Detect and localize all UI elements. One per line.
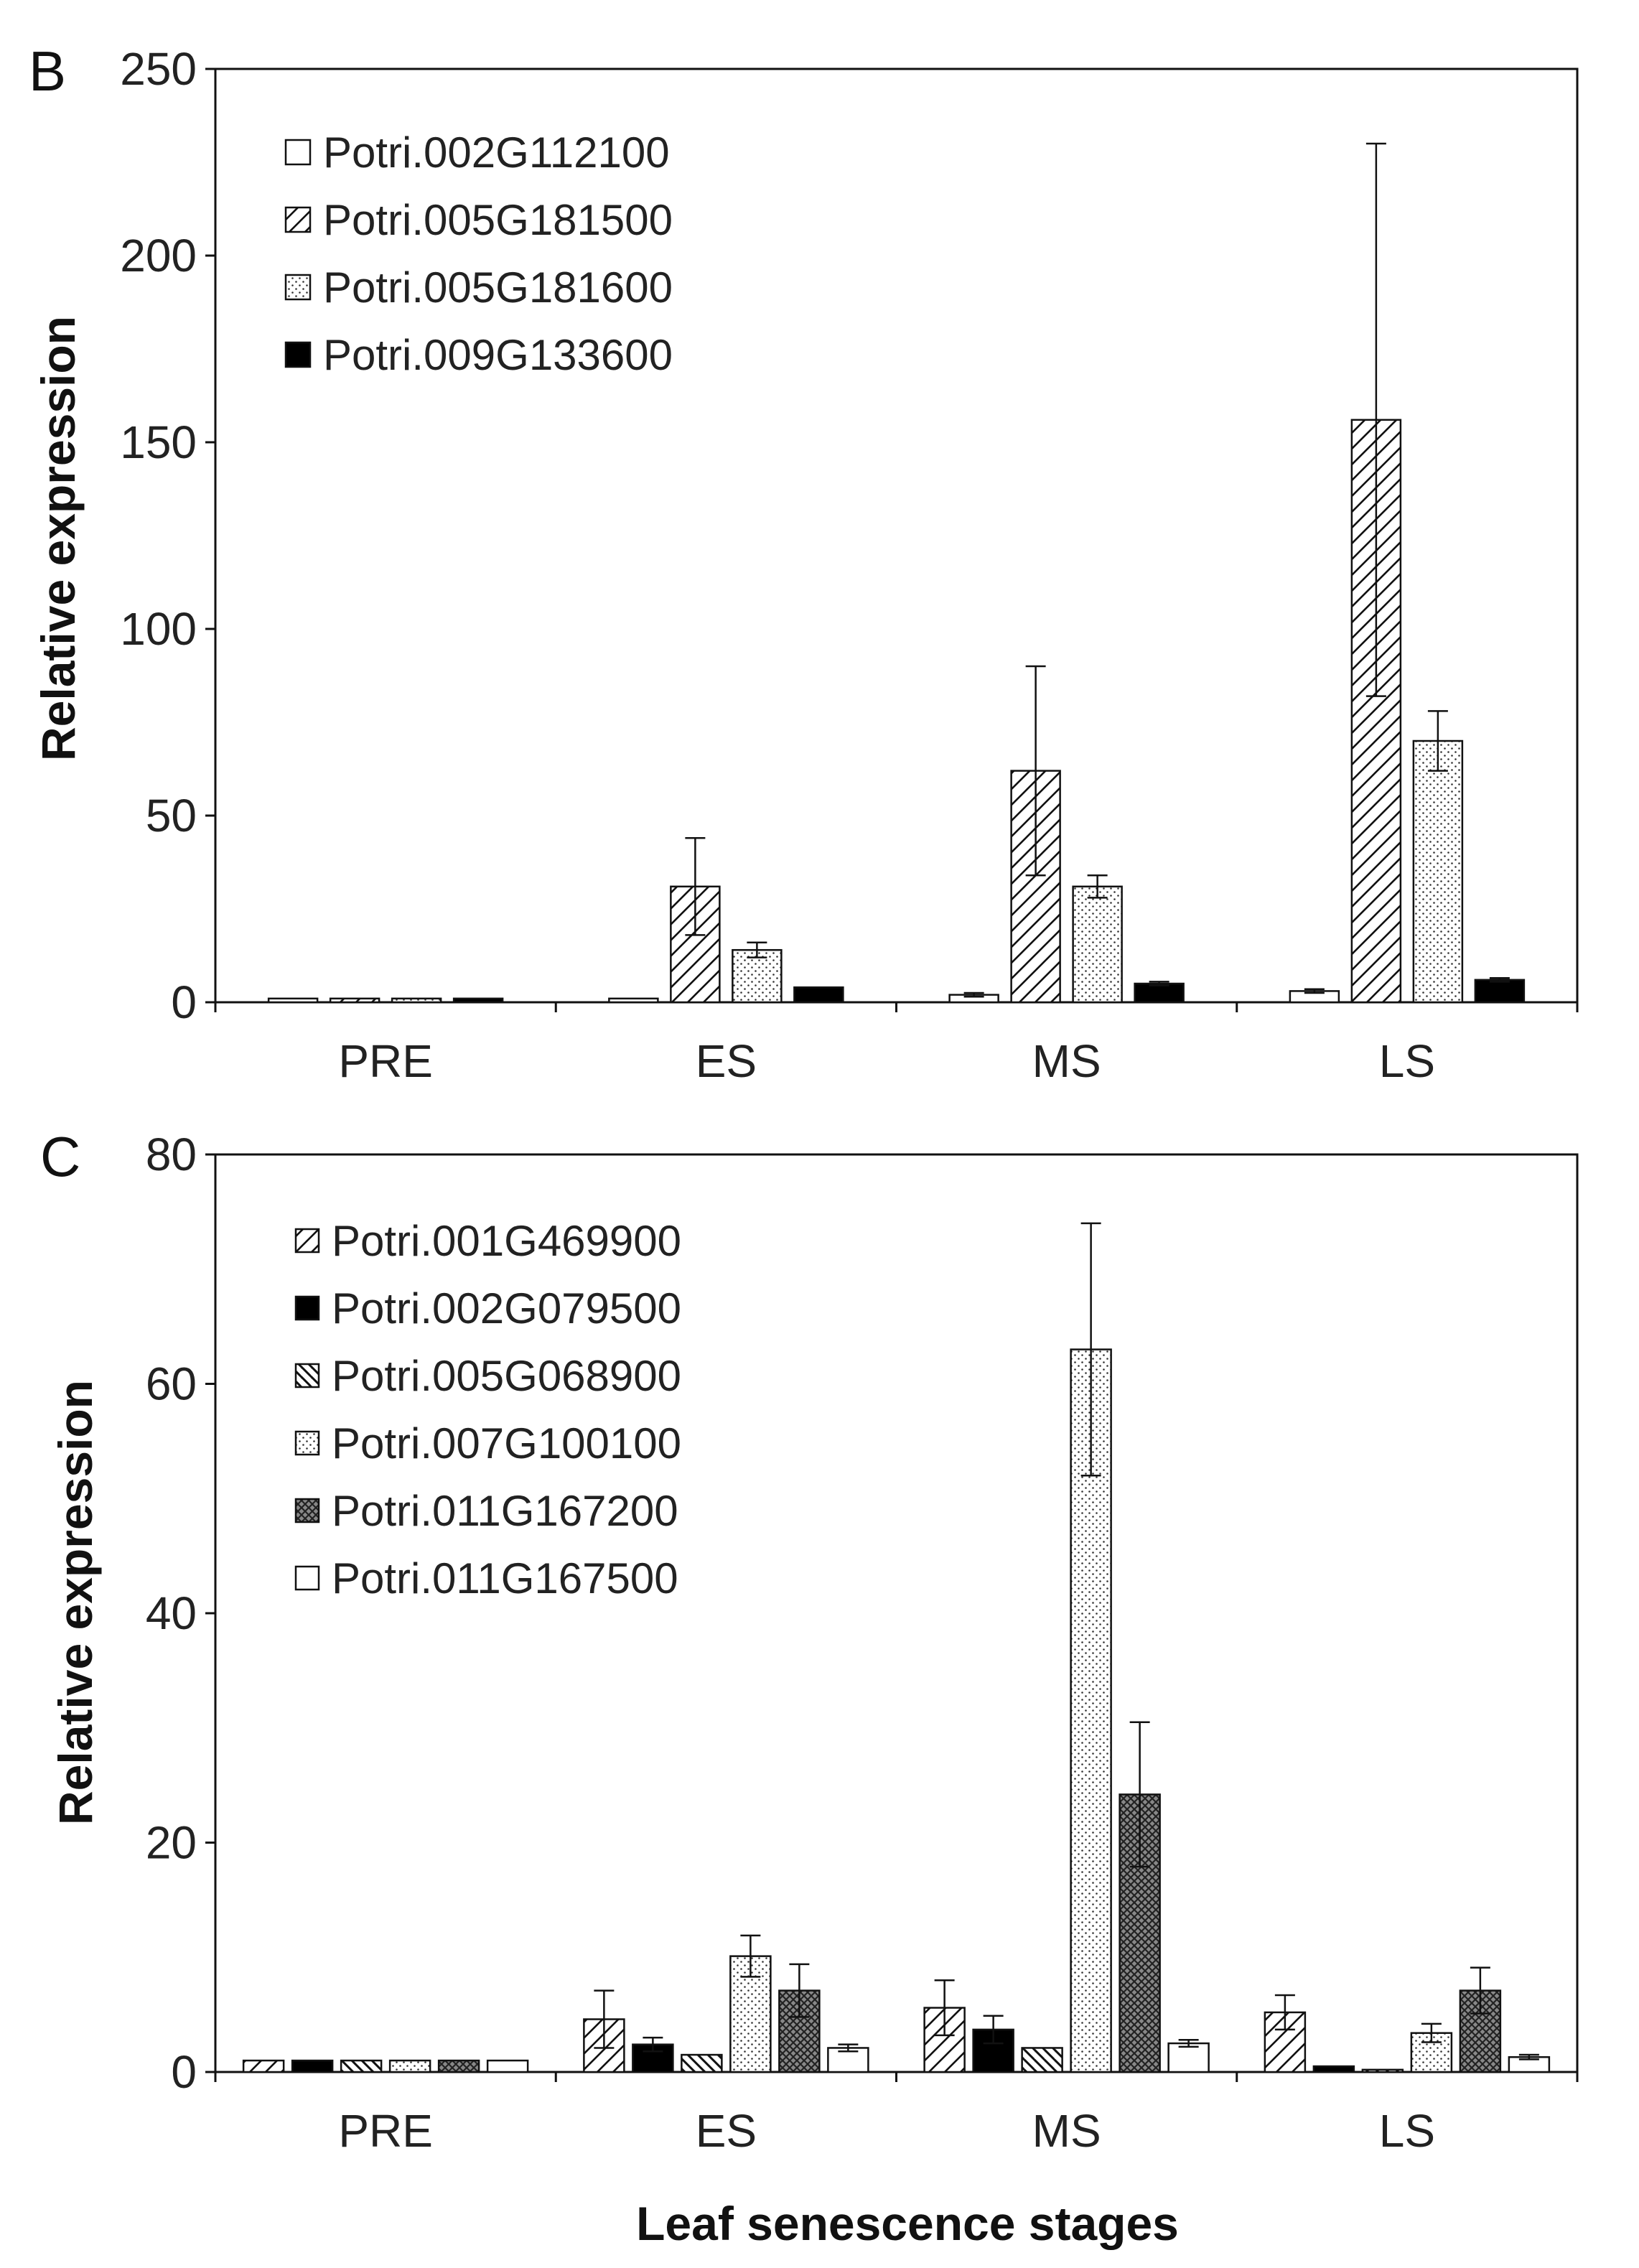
bar: [778, 1989, 821, 2073]
bar: [1474, 979, 1526, 1004]
x-tick-label: PRE: [338, 1035, 433, 1087]
bar: [1312, 2065, 1355, 2073]
legend-label: Potri.005G181600: [323, 263, 673, 312]
bar: [1412, 739, 1464, 1004]
chart-panel-c: 0 20 40 60 80 PRE ES MS LS Potri.001G469900 Potri.…: [146, 1129, 1579, 2157]
bar: [1021, 2047, 1063, 2073]
legend-label: Potri.011G167200: [332, 1487, 678, 1535]
x-tick-label: LS: [1379, 1035, 1435, 1087]
legend-swatch: [284, 139, 312, 166]
bar: [1167, 2042, 1210, 2073]
chart-panel-b: 0 50 100 150 200 250 PRE ES MS LS Potri.002G112100…: [120, 43, 1579, 1087]
bar: [608, 997, 659, 1004]
x-tick-label: LS: [1379, 2105, 1435, 2157]
y-tick-label: 60: [146, 1358, 197, 1410]
bar: [1459, 1989, 1502, 2073]
bar: [1134, 982, 1185, 1004]
legend-swatch: [284, 341, 312, 368]
bar: [1119, 1793, 1161, 2073]
x-tick-label: ES: [696, 2105, 757, 2157]
legend-label: Potri.005G068900: [332, 1352, 681, 1400]
panel-letter-c: C: [40, 1125, 80, 1188]
panel-letter-b: B: [29, 39, 66, 103]
bar: [793, 986, 844, 1004]
bar: [242, 2059, 285, 2073]
y-tick-label: 50: [146, 790, 197, 841]
bar: [452, 997, 504, 1004]
bar: [388, 2059, 431, 2073]
bar: [732, 948, 783, 1004]
legend-swatch: [294, 1228, 320, 1254]
legend-swatch: [294, 1565, 320, 1591]
x-tick-label: MS: [1032, 1035, 1101, 1087]
y-tick-label: 250: [120, 43, 197, 95]
y-tick-label: 100: [120, 603, 197, 655]
bar: [291, 2059, 334, 2073]
bar: [340, 2059, 383, 2073]
x-axis-label: Leaf senescence stages: [636, 2197, 1179, 2250]
y-tick-label: 40: [146, 1587, 197, 1639]
x-tick-label: PRE: [338, 2105, 433, 2157]
bar: [1072, 885, 1123, 1004]
bar: [391, 997, 442, 1004]
legend-swatch: [294, 1498, 320, 1523]
legend-label: Potri.001G469900: [332, 1217, 681, 1265]
bar: [1361, 2068, 1404, 2073]
legend-swatch: [294, 1430, 320, 1456]
x-tick-label: MS: [1032, 2105, 1101, 2157]
y-axis-label-b: Relative expression: [32, 316, 85, 761]
y-axis-label-c: Relative expression: [49, 1380, 102, 1825]
x-tick-label: ES: [696, 1035, 757, 1087]
bar: [486, 2059, 529, 2073]
y-tick-label: 200: [120, 230, 197, 281]
legend-swatch: [284, 274, 312, 301]
legend-swatch: [294, 1363, 320, 1389]
y-tick-label: 20: [146, 1817, 197, 1869]
legend-label: Potri.002G079500: [332, 1284, 681, 1333]
y-tick-label: 0: [171, 976, 197, 1028]
legend-label: Potri.009G133600: [323, 331, 673, 379]
legend-label: Potri.007G100100: [332, 1419, 681, 1467]
bar: [437, 2059, 480, 2073]
legend-swatch: [294, 1295, 320, 1321]
bar: [267, 997, 319, 1004]
bar: [681, 2053, 723, 2073]
y-tick-label: 150: [120, 416, 197, 468]
legend-label: Potri.005G181500: [323, 196, 673, 244]
bar: [329, 997, 380, 1004]
legend-swatch: [284, 206, 312, 233]
legend-label: Potri.002G112100: [323, 129, 670, 177]
y-tick-label: 80: [146, 1129, 197, 1180]
y-tick-label: 0: [171, 2046, 197, 2098]
legend-label: Potri.011G167500: [332, 1554, 678, 1602]
